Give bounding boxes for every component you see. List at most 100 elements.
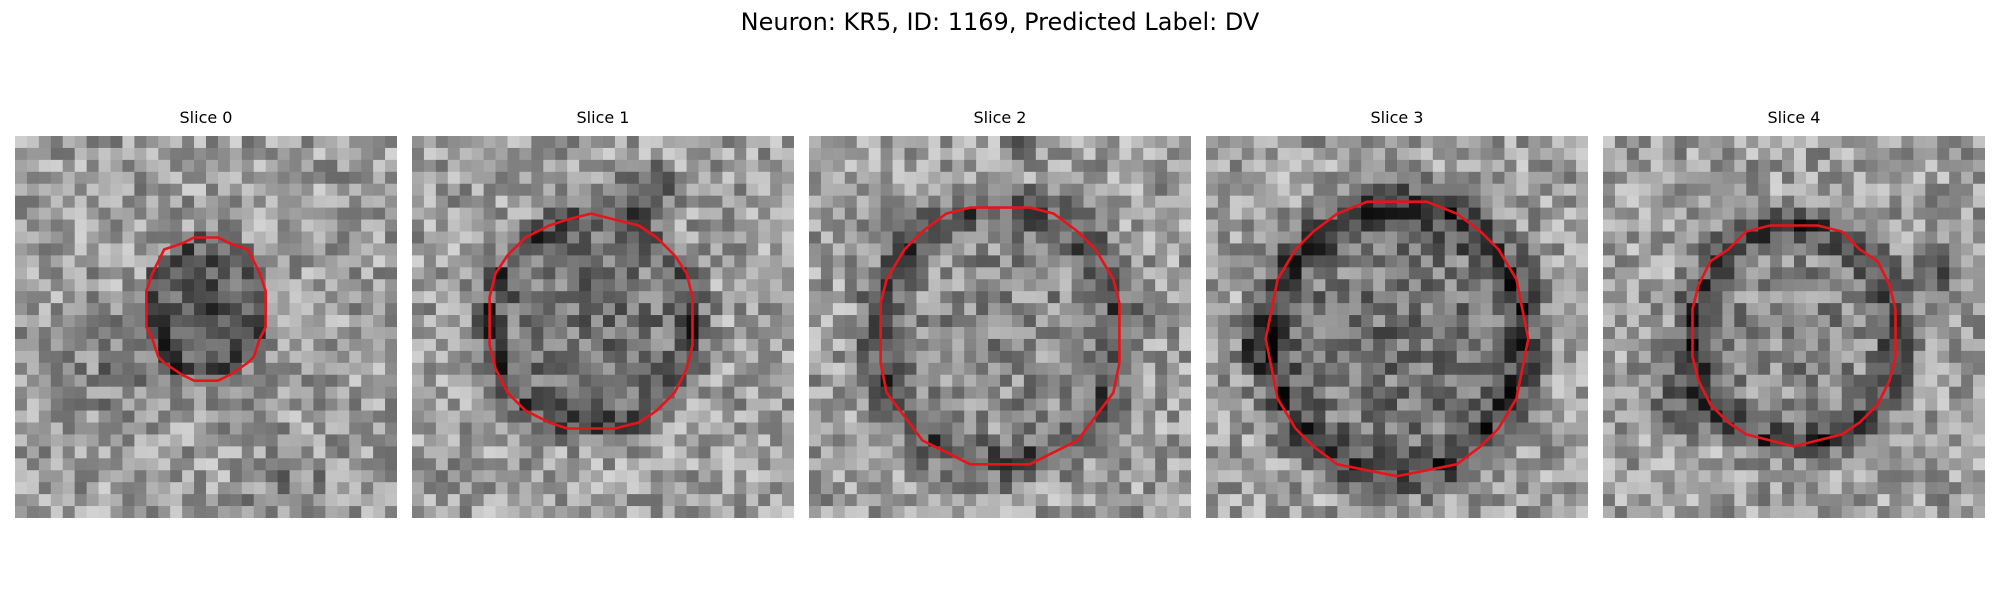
pixel-cell	[832, 183, 846, 197]
pixel-cell	[1000, 410, 1013, 423]
pixel-cell	[412, 315, 425, 328]
pixel-cell	[1889, 386, 1902, 400]
pixel-cell	[110, 410, 123, 423]
pixel-cell	[1011, 147, 1025, 161]
pixel-cell	[952, 350, 965, 364]
pixel-cell	[1289, 159, 1302, 173]
pixel-cell	[1047, 482, 1061, 495]
pixel-cell	[1564, 482, 1577, 495]
pixel-cell	[412, 458, 425, 471]
pixel-cell	[495, 279, 508, 292]
pixel-cell	[146, 374, 159, 388]
pixel-cell	[337, 291, 350, 304]
pixel-cell	[325, 410, 338, 423]
pixel-cell	[1794, 159, 1807, 173]
pixel-cell	[265, 386, 279, 400]
pixel-cell	[1095, 279, 1108, 292]
pixel-cell	[1877, 350, 1890, 364]
pixel-cell	[1011, 267, 1025, 280]
pixel-cell	[507, 291, 520, 304]
pixel-cell	[626, 386, 640, 400]
pixel-cell	[1217, 506, 1231, 518]
pixel-cell	[1241, 219, 1255, 232]
pixel-cell	[1349, 207, 1362, 220]
pixel-cell	[555, 255, 568, 268]
pixel-cell	[916, 362, 929, 376]
pixel-cell	[1492, 458, 1505, 471]
pixel-cell	[892, 446, 905, 459]
pixel-cell	[1626, 159, 1640, 173]
pixel-cell	[1179, 470, 1191, 483]
pixel-cell	[1361, 279, 1374, 292]
pixel-cell	[698, 506, 711, 518]
pixel-cell	[1397, 338, 1410, 352]
pixel-cell	[1155, 506, 1168, 518]
pixel-cell	[1131, 267, 1144, 280]
pixel-cell	[832, 231, 846, 244]
pixel-cell	[1206, 231, 1219, 244]
pixel-cell	[650, 183, 664, 197]
pixel-cell	[26, 291, 40, 304]
pixel-cell	[1540, 303, 1553, 316]
pixel-cell	[710, 386, 723, 400]
pixel-cell	[1313, 147, 1326, 161]
pixel-cell	[1603, 207, 1616, 220]
pixel-cell	[373, 470, 386, 483]
pixel-cell	[423, 494, 437, 507]
pixel-cell	[940, 482, 953, 495]
pixel-cell	[229, 207, 243, 220]
pixel-cell	[1179, 207, 1191, 220]
pixel-cell	[988, 362, 1001, 376]
pixel-cell	[1528, 494, 1541, 507]
pixel-cell	[1277, 362, 1290, 376]
pixel-cell	[782, 458, 794, 471]
pixel-cell	[1674, 398, 1687, 411]
pixel-cell	[809, 136, 822, 149]
pixel-cell	[1241, 303, 1255, 316]
pixel-cell	[1528, 207, 1541, 220]
pixel-cell	[1071, 386, 1084, 400]
pixel-cell	[856, 255, 870, 268]
pixel-cell	[182, 315, 195, 328]
pixel-cell	[1349, 410, 1362, 423]
pixel-cell	[265, 303, 279, 316]
pixel-cell	[1516, 267, 1529, 280]
pixel-cell	[1444, 482, 1458, 495]
pixel-cell	[1949, 446, 1962, 459]
slice-panel-3: Slice 3	[1206, 108, 1588, 518]
pixel-cell	[1131, 291, 1144, 304]
pixel-cell	[483, 255, 496, 268]
pixel-cell	[1674, 195, 1687, 209]
pixel-cell	[1107, 147, 1120, 161]
pixel-cell	[1083, 374, 1096, 388]
pixel-cell	[1000, 374, 1013, 388]
pixel-cell	[495, 219, 508, 232]
pixel-cell	[507, 338, 520, 352]
pixel-cell	[313, 159, 326, 173]
pixel-cell	[349, 327, 362, 340]
pixel-cell	[1253, 470, 1267, 483]
pixel-cell	[650, 279, 664, 292]
pixel-cell	[868, 243, 882, 256]
pixel-cell	[289, 195, 302, 209]
pixel-cell	[591, 338, 604, 352]
pixel-cell	[110, 458, 123, 471]
pixel-cell	[1000, 171, 1013, 185]
pixel-cell	[1143, 446, 1156, 459]
pixel-cell	[38, 195, 52, 209]
pixel-cell	[904, 136, 917, 149]
pixel-cell	[928, 303, 941, 316]
pixel-cell	[134, 446, 147, 459]
pixel-cell	[1674, 267, 1687, 280]
pixel-cell	[483, 470, 496, 483]
pixel-cell	[38, 494, 52, 507]
pixel-cell	[820, 279, 834, 292]
pixel-cell	[1420, 327, 1434, 340]
pixel-cell	[952, 231, 965, 244]
pixel-cell	[710, 446, 723, 459]
pixel-cell	[1734, 291, 1747, 304]
pixel-cell	[1229, 159, 1243, 173]
pixel-cell	[1229, 446, 1243, 459]
pixel-cell	[1143, 207, 1156, 220]
pixel-cell	[591, 410, 604, 423]
